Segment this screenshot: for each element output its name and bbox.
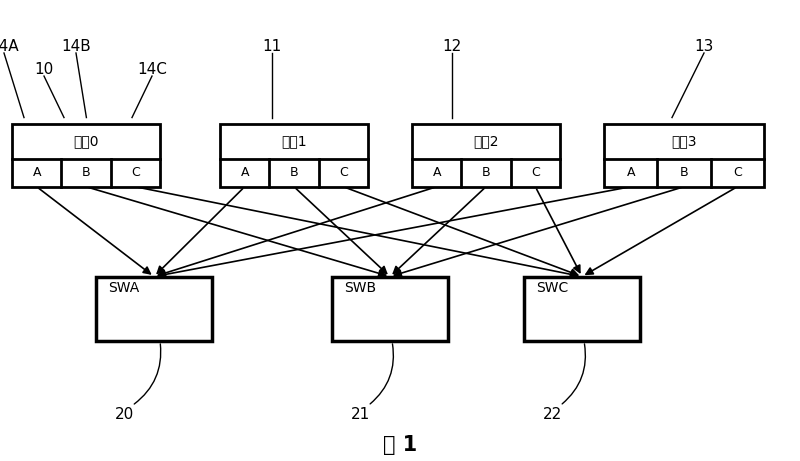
Text: 图 1: 图 1 bbox=[383, 435, 417, 455]
Text: SWC: SWC bbox=[536, 281, 568, 295]
FancyArrowPatch shape bbox=[134, 344, 161, 404]
Bar bbox=[332, 277, 448, 341]
Text: A: A bbox=[33, 166, 41, 179]
Text: 20: 20 bbox=[114, 408, 134, 422]
Text: C: C bbox=[733, 166, 742, 179]
Text: C: C bbox=[131, 166, 140, 179]
Text: C: C bbox=[339, 166, 348, 179]
Text: 节点1: 节点1 bbox=[281, 135, 307, 148]
Text: B: B bbox=[290, 166, 298, 179]
Text: 14A: 14A bbox=[0, 39, 19, 53]
Text: 21: 21 bbox=[350, 408, 370, 422]
Text: A: A bbox=[241, 166, 249, 179]
Text: 节点2: 节点2 bbox=[474, 135, 498, 148]
Text: 11: 11 bbox=[262, 39, 282, 53]
Bar bbox=[220, 124, 368, 187]
Text: 14C: 14C bbox=[137, 62, 167, 77]
Text: 12: 12 bbox=[442, 39, 462, 53]
Text: 13: 13 bbox=[694, 39, 714, 53]
Text: 10: 10 bbox=[34, 62, 54, 77]
Text: SWA: SWA bbox=[108, 281, 139, 295]
Bar bbox=[412, 124, 560, 187]
Bar bbox=[524, 277, 640, 341]
Bar bbox=[12, 124, 160, 187]
FancyArrowPatch shape bbox=[370, 344, 394, 404]
Text: A: A bbox=[433, 166, 441, 179]
Text: 14B: 14B bbox=[61, 39, 91, 53]
FancyArrowPatch shape bbox=[562, 344, 586, 404]
Text: A: A bbox=[626, 166, 635, 179]
Text: 节点3: 节点3 bbox=[671, 135, 697, 148]
Text: B: B bbox=[482, 166, 490, 179]
Text: C: C bbox=[531, 166, 540, 179]
Text: 22: 22 bbox=[542, 408, 562, 422]
Text: 节点0: 节点0 bbox=[74, 135, 98, 148]
Bar bbox=[604, 124, 764, 187]
Text: B: B bbox=[680, 166, 688, 179]
Text: SWB: SWB bbox=[344, 281, 376, 295]
Bar bbox=[96, 277, 212, 341]
Text: B: B bbox=[82, 166, 90, 179]
